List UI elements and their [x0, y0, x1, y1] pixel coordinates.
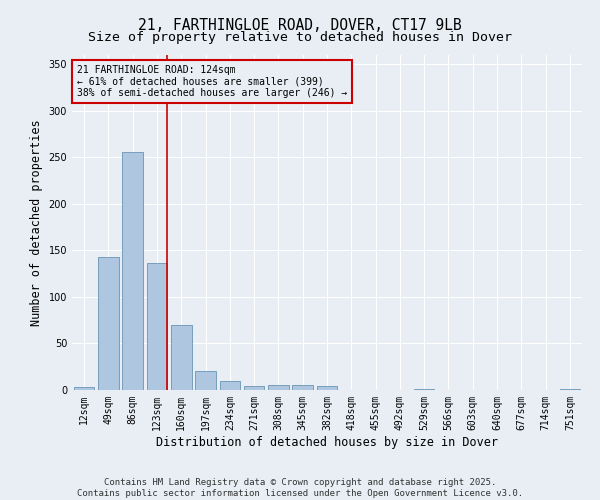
Text: 21 FARTHINGLOE ROAD: 124sqm
← 61% of detached houses are smaller (399)
38% of se: 21 FARTHINGLOE ROAD: 124sqm ← 61% of det…: [77, 65, 347, 98]
Bar: [122, 152, 143, 390]
Bar: [195, 372, 216, 390]
Text: Size of property relative to detached houses in Dover: Size of property relative to detached ho…: [88, 31, 512, 44]
Bar: [292, 386, 313, 390]
Bar: [74, 387, 94, 390]
Bar: [268, 386, 289, 390]
X-axis label: Distribution of detached houses by size in Dover: Distribution of detached houses by size …: [156, 436, 498, 448]
Bar: [414, 389, 434, 390]
Y-axis label: Number of detached properties: Number of detached properties: [30, 119, 43, 326]
Bar: [146, 262, 167, 390]
Bar: [317, 386, 337, 390]
Text: Contains HM Land Registry data © Crown copyright and database right 2025.
Contai: Contains HM Land Registry data © Crown c…: [77, 478, 523, 498]
Bar: [560, 389, 580, 390]
Bar: [244, 386, 265, 390]
Text: 21, FARTHINGLOE ROAD, DOVER, CT17 9LB: 21, FARTHINGLOE ROAD, DOVER, CT17 9LB: [138, 18, 462, 32]
Bar: [171, 325, 191, 390]
Bar: [220, 380, 240, 390]
Bar: [98, 257, 119, 390]
